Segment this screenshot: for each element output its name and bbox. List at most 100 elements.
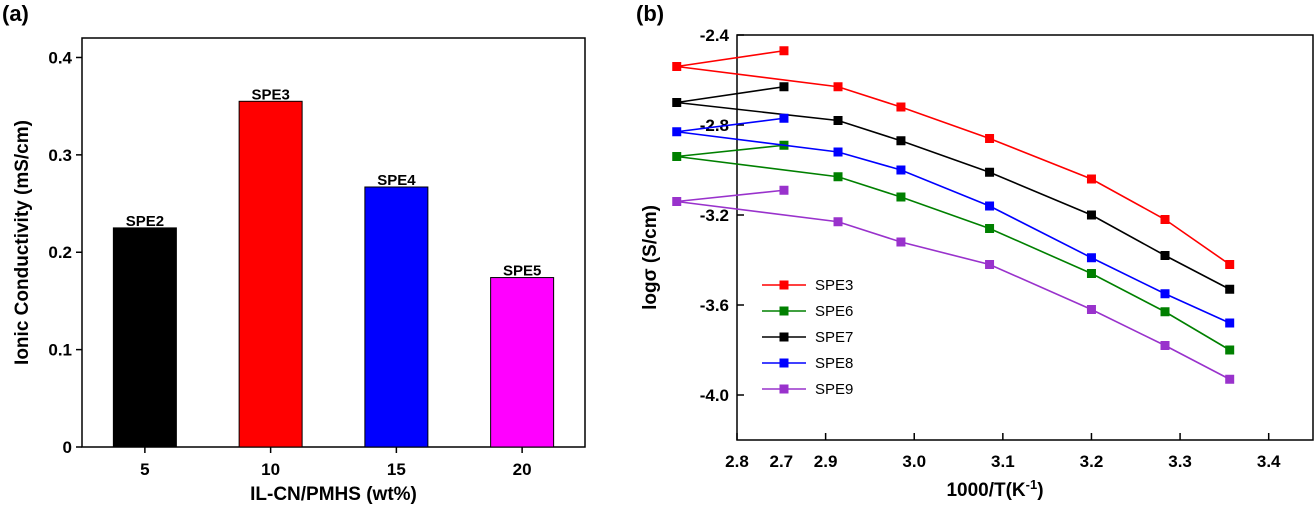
panel-b-x-axis: 2.8 2.7 2.9 3.0 3.1 3.2 3.3 3.4 xyxy=(725,433,1281,471)
data-point-spe9 xyxy=(672,197,682,206)
x-tick-label: 2.8 xyxy=(725,452,749,471)
data-point-spe8 xyxy=(1225,318,1235,328)
data-point-spe3 xyxy=(1086,174,1096,184)
legend-label: SPE9 xyxy=(815,381,853,398)
data-point-spe6 xyxy=(1160,307,1170,317)
panel-b-letter: (b) xyxy=(636,1,664,26)
panel-b-x-axis-title-end: ) xyxy=(1037,480,1043,501)
x-tick-label: 3.0 xyxy=(902,452,926,471)
data-point-spe8 xyxy=(672,127,682,137)
data-point-spe3 xyxy=(896,102,906,112)
data-point-spe9 xyxy=(896,237,906,247)
data-point-spe6 xyxy=(672,152,682,161)
data-point-spe7 xyxy=(1160,251,1170,260)
legend-marker xyxy=(779,306,789,316)
data-point-spe3 xyxy=(833,82,843,92)
panel-a-x-axis: 5 10 15 20 xyxy=(140,447,532,479)
data-point-spe8 xyxy=(1160,289,1170,299)
series-line-spe6 xyxy=(676,144,1231,351)
series-line-spe3 xyxy=(676,49,1231,266)
panel-b-plot-frame xyxy=(736,34,1314,441)
bar-spe4 xyxy=(364,186,429,448)
panel-b-x-axis-title-main: 1000/T(K xyxy=(946,480,1025,501)
bar-label: SPE2 xyxy=(126,213,164,230)
data-point-spe6 xyxy=(833,172,843,182)
series-line-spe9 xyxy=(676,189,1231,380)
panel-b-series xyxy=(672,46,1235,384)
series-line-spe7 xyxy=(676,85,1231,290)
data-point-spe6 xyxy=(1225,345,1235,355)
data-point-spe6 xyxy=(896,192,906,202)
y-tick-label: -3.6 xyxy=(700,296,729,315)
data-point-spe3 xyxy=(779,46,789,56)
y-tick-label: 0.3 xyxy=(48,146,72,165)
data-point-spe8 xyxy=(779,113,789,123)
y-tick-label: 0 xyxy=(63,438,72,457)
data-point-spe9 xyxy=(985,260,995,269)
data-point-spe3 xyxy=(1160,215,1170,224)
data-point-spe9 xyxy=(1160,341,1170,350)
data-point-spe8 xyxy=(896,165,906,175)
data-point-spe7 xyxy=(672,98,682,107)
data-point-spe7 xyxy=(779,82,789,92)
data-point-spe3 xyxy=(985,134,995,143)
y-tick-label: 0.2 xyxy=(48,243,72,262)
x-tick-label: 5 xyxy=(140,460,149,479)
y-tick-label: 0.4 xyxy=(48,48,72,67)
bar-label: SPE5 xyxy=(503,263,541,280)
data-point-spe7 xyxy=(985,167,995,177)
x-tick-label: 10 xyxy=(261,460,280,479)
data-point-spe7 xyxy=(1086,210,1096,220)
y-tick-label: -2.8 xyxy=(700,116,729,135)
data-point-spe3 xyxy=(1225,260,1235,269)
y-tick-label: -3.2 xyxy=(700,206,729,225)
bar-spe3 xyxy=(238,100,303,448)
data-point-spe6 xyxy=(985,224,995,233)
panel-a-letter: (a) xyxy=(2,1,29,26)
panel-b-line-chart: (b) -2.4 -2.8 -3.2 -3.6 -4.0 2.8 2.7 2.9 3.0 3.1… xyxy=(636,1,1314,501)
data-point-spe9 xyxy=(779,185,789,195)
panel-a-bar-chart: (a) 00.10.20.30.4 5 10 15 20 SPE2SPE3SPE4SP… xyxy=(2,1,586,505)
x-tick-label: 2.7 xyxy=(769,452,793,471)
legend-marker xyxy=(779,358,789,368)
y-tick-label: -2.4 xyxy=(700,26,730,45)
x-tick-label: 20 xyxy=(513,460,532,479)
data-point-spe9 xyxy=(1086,305,1096,314)
panel-b-legend: SPE3 SPE6 SPE7 SPE8 SPE9 xyxy=(762,277,853,398)
data-point-spe8 xyxy=(985,201,995,211)
data-point-spe7 xyxy=(896,136,906,146)
legend-marker xyxy=(779,384,789,394)
panel-b-y-axis: -2.4 -2.8 -3.2 -3.6 -4.0 xyxy=(700,26,744,405)
data-point-spe8 xyxy=(833,147,843,157)
data-point-spe9 xyxy=(833,217,843,227)
bar-spe2 xyxy=(112,227,177,448)
x-tick-label: 3.2 xyxy=(1080,452,1104,471)
y-tick-label: 0.1 xyxy=(48,341,72,360)
panel-a-plot-frame xyxy=(81,37,586,448)
series-line-spe8 xyxy=(676,117,1231,324)
panel-a-x-axis-title: IL-CN/PMHS (wt%) xyxy=(250,484,417,505)
bar-label: SPE3 xyxy=(251,86,289,103)
legend-label: SPE6 xyxy=(815,303,853,320)
x-tick-label: 3.3 xyxy=(1168,452,1192,471)
panel-b-x-axis-title-sup: -1 xyxy=(1026,477,1038,492)
data-point-spe9 xyxy=(1225,374,1235,384)
x-tick-label: 2.9 xyxy=(814,452,838,471)
data-point-spe7 xyxy=(833,116,843,125)
panel-b-y-axis-title: logσ (S/cm) xyxy=(640,205,661,310)
panel-b-x-axis-title: 1000/T(K-1) xyxy=(946,477,1043,501)
data-point-spe6 xyxy=(1086,269,1096,278)
panel-a-bars: SPE2 SPE3 SPE4 SPE5 xyxy=(112,86,555,448)
legend-label: SPE7 xyxy=(815,329,853,346)
y-tick-label: -4.0 xyxy=(700,386,729,405)
legend-label: SPE8 xyxy=(815,355,853,372)
data-point-spe3 xyxy=(672,62,682,71)
legend-label: SPE3 xyxy=(815,277,853,294)
x-tick-label: 15 xyxy=(387,460,406,479)
legend-marker xyxy=(779,280,789,290)
panel-a-y-axis: 0 0.1 0.2 0.3 0.4 xyxy=(48,48,82,457)
data-point-spe7 xyxy=(1225,284,1235,294)
data-point-spe8 xyxy=(1086,253,1096,263)
legend-marker xyxy=(779,332,789,342)
